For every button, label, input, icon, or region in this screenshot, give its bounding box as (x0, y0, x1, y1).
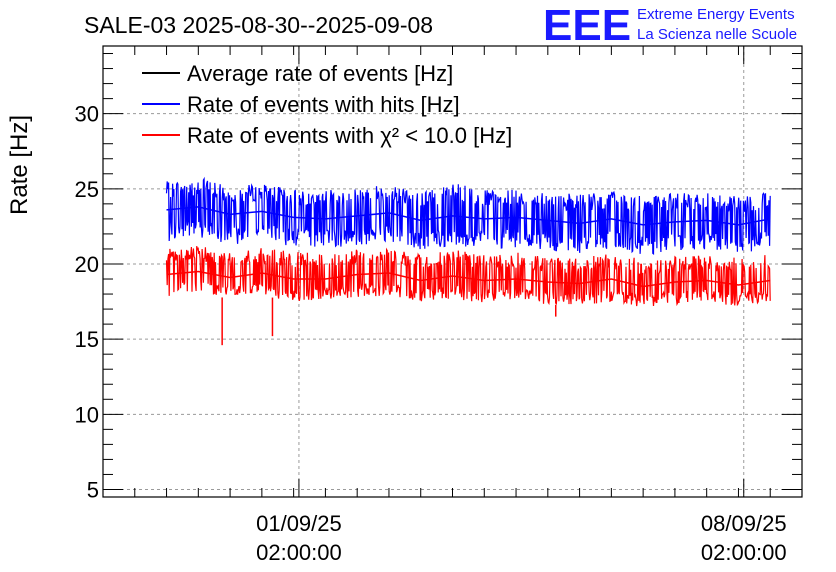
tick-labels: 5 10 15 20 25 30 01/09/25 02:00:00 08/09/25 02:00… (75, 102, 787, 565)
y-tick-label: 5 (87, 477, 99, 502)
x-tick-label-date: 08/09/25 (701, 511, 787, 536)
series-lines (166, 206, 771, 288)
logo-line2: La Scienza nelle Scuole (637, 26, 797, 43)
x-tick-label-time: 02:00:00 (701, 540, 787, 565)
y-axis-label: Rate [Hz] (6, 115, 33, 215)
series-dips (221, 297, 557, 346)
x-tick-label-time: 02:00:00 (256, 540, 342, 565)
logo-mark: EEE (543, 1, 631, 50)
chart-title: SALE-03 2025-08-30--2025-09-08 (84, 12, 433, 38)
legend: Average rate of events [Hz] Rate of event… (142, 61, 512, 148)
axis-ticks (103, 46, 802, 497)
series-line-2 (166, 270, 771, 288)
legend-label: Average rate of events [Hz] (187, 61, 453, 86)
eee-logo: EEE Extreme Energy Events La Scienza nel… (543, 1, 797, 50)
y-tick-label: 20 (75, 252, 99, 277)
y-tick-label: 15 (75, 327, 99, 352)
y-tick-label: 30 (75, 102, 99, 127)
y-tick-label: 25 (75, 177, 99, 202)
series-bands (165, 176, 771, 307)
series-line-1 (166, 206, 771, 226)
x-tick-label-date: 01/09/25 (256, 511, 342, 536)
series-noise-1 (165, 176, 771, 255)
series-noise-2 (165, 246, 771, 307)
y-tick-label: 10 (75, 402, 99, 427)
logo-line1: Extreme Energy Events (637, 6, 795, 23)
legend-label: Rate of events with hits [Hz] (187, 92, 460, 117)
legend-label: Rate of events with χ² < 10.0 [Hz] (187, 123, 512, 148)
